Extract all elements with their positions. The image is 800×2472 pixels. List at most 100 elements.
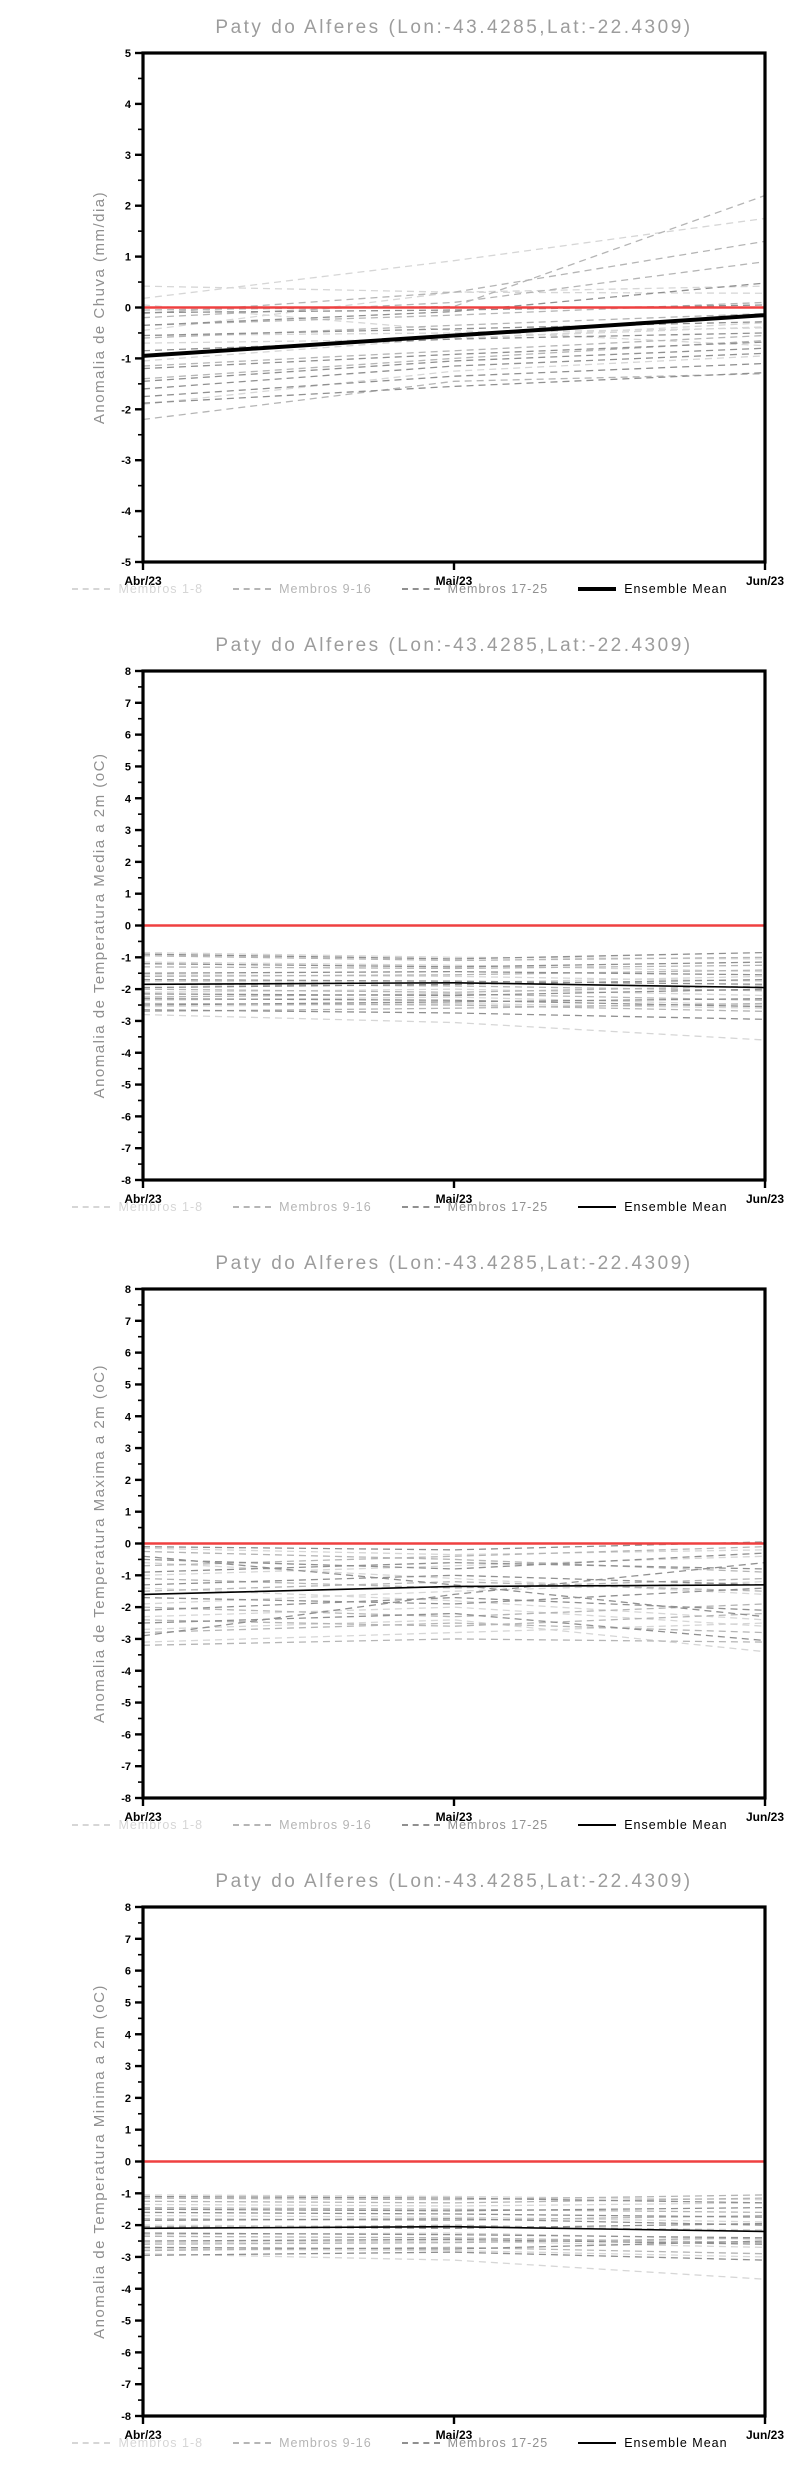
ensemble-member-line <box>142 1622 766 1643</box>
solid-line-swatch <box>578 587 617 591</box>
legend-item-members-1-8: Membros 1-8 <box>72 1200 203 1214</box>
ensemble-member-line <box>142 2195 766 2204</box>
ensemble-member-line <box>142 988 766 997</box>
y-tick-label: 2 <box>125 201 131 213</box>
ensemble-member-line <box>142 282 766 326</box>
ensemble-member-line <box>142 1603 766 1618</box>
y-tick-label: -7 <box>121 2379 131 2391</box>
ensemble-member-line <box>142 217 766 299</box>
plot-box <box>141 1905 767 2418</box>
y-tick-label: -1 <box>121 2188 131 2200</box>
x-tick-label: Abr/23 <box>124 574 162 588</box>
ensemble-member-line <box>142 334 766 367</box>
y-tick-label: 4 <box>125 99 132 111</box>
dashed-line-swatch <box>401 588 440 590</box>
y-tick-label: 6 <box>125 1966 131 1978</box>
ensemble-member-line <box>142 1612 766 1642</box>
legend-label: Membros 17-25 <box>447 2436 549 2450</box>
dashed-line-swatch <box>72 2442 111 2444</box>
ensemble-member-line <box>142 2237 766 2245</box>
panel-mean-temperature-anomaly: Paty do Alferes (Lon:-43.4285,Lat:-22.43… <box>0 618 800 1236</box>
y-tick-label: 4 <box>125 793 132 805</box>
legend-item-members-17-25: Membros 17-25 <box>401 1200 549 1214</box>
legend-item-members-9-16: Membros 9-16 <box>233 2436 372 2450</box>
y-tick-label: -8 <box>121 1175 131 1187</box>
y-tick-label: 1 <box>125 252 131 264</box>
legend-item-ensemble-mean: Ensemble Mean <box>578 1200 727 1214</box>
y-tick-label: -3 <box>121 1016 131 1028</box>
panel-max-temperature-anomaly: Paty do Alferes (Lon:-43.4285,Lat:-22.43… <box>0 1236 800 1854</box>
chart-legend: Membros 1-8 Membros 9-16 Membros 17-25 E… <box>0 1200 800 1214</box>
series-layer <box>141 51 767 564</box>
dashed-line-swatch <box>233 1206 272 1208</box>
ensemble-member-line <box>142 983 766 992</box>
dashed-line-swatch <box>401 2442 440 2444</box>
mean-temperature-anomaly-chart: Paty do Alferes (Lon:-43.4285,Lat:-22.43… <box>91 635 784 1206</box>
y-tick-label: -5 <box>121 1698 131 1710</box>
min-temperature-anomaly-chart: Paty do Alferes (Lon:-43.4285,Lat:-22.43… <box>91 1871 784 2442</box>
ensemble-member-line <box>142 1638 766 1646</box>
solid-line-swatch <box>578 1206 617 1208</box>
ensemble-member-line <box>142 355 766 405</box>
ensemble-member-line <box>142 352 766 390</box>
y-tick-label: 0 <box>125 2157 131 2169</box>
y-tick-label: 8 <box>125 1284 131 1296</box>
chart-legend: Membros 1-8 Membros 9-16 Membros 17-25 E… <box>0 1818 800 1832</box>
max-temperature-anomaly-chart: Paty do Alferes (Lon:-43.4285,Lat:-22.43… <box>91 1253 784 1824</box>
solid-line-swatch <box>578 2442 617 2444</box>
ensemble-member-line <box>142 2246 766 2255</box>
ensemble-member-line <box>142 955 766 962</box>
panel-min-temperature-anomaly: Paty do Alferes (Lon:-43.4285,Lat:-22.43… <box>0 1854 800 2472</box>
y-tick-label: 0 <box>125 303 131 315</box>
y-tick-label: -7 <box>121 1143 131 1155</box>
chart-title: Paty do Alferes (Lon:-43.4285,Lat:-22.43… <box>215 17 692 38</box>
precipitation-anomaly-chart: Paty do Alferes (Lon:-43.4285,Lat:-22.43… <box>91 17 784 588</box>
y-tick-label: 1 <box>125 889 131 901</box>
x-tick-label: Abr/23 <box>124 1810 162 1824</box>
legend-item-members-1-8: Membros 1-8 <box>72 582 203 596</box>
ensemble-member-line <box>142 2214 766 2223</box>
ensemble-member-line <box>142 285 766 332</box>
y-tick-label: -1 <box>121 353 131 365</box>
solid-line-swatch <box>578 1824 617 1826</box>
x-tick-label: Mai/23 <box>436 1192 473 1206</box>
y-tick-label: 3 <box>125 1443 131 1455</box>
legend-label: Ensemble Mean <box>624 582 728 596</box>
x-tick-label: Abr/23 <box>124 2428 162 2442</box>
ensemble-member-line <box>142 1587 766 1605</box>
y-tick-label: -4 <box>121 2284 132 2296</box>
ensemble-member-line <box>142 988 766 997</box>
y-tick-label: -6 <box>121 1111 131 1123</box>
x-tick-label: Jun/23 <box>746 574 784 588</box>
dashed-line-swatch <box>72 1824 111 1826</box>
ensemble-member-line <box>142 2222 766 2229</box>
ensemble-member-line <box>142 341 766 370</box>
y-tick-label: -8 <box>121 1793 131 1805</box>
ensemble-member-line <box>142 964 766 970</box>
ensemble-member-line <box>142 2197 766 2204</box>
ensemble-member-line <box>142 2240 766 2250</box>
ensemble-member-line <box>142 969 766 978</box>
legend-item-members-9-16: Membros 9-16 <box>233 582 372 596</box>
legend-label: Membros 17-25 <box>447 1200 549 1214</box>
ensemble-member-line <box>142 996 766 1006</box>
legend-label: Membros 1-8 <box>118 582 204 596</box>
ensemble-member-line <box>142 998 766 1008</box>
dashed-line-swatch <box>233 1824 272 1826</box>
ensemble-member-line <box>142 261 766 319</box>
chart-title: Paty do Alferes (Lon:-43.4285,Lat:-22.43… <box>215 1871 692 1892</box>
ensemble-member-line <box>142 240 766 315</box>
ensemble-mean-line <box>142 313 766 358</box>
y-tick-label: -7 <box>121 1761 131 1773</box>
ensemble-member-line <box>142 1552 766 1570</box>
y-tick-label: 3 <box>125 825 131 837</box>
ensemble-member-line <box>142 998 766 1006</box>
ensemble-member-line <box>142 2206 766 2214</box>
legend-item-ensemble-mean: Ensemble Mean <box>578 582 727 596</box>
ensemble-member-line <box>142 2232 766 2239</box>
legend-item-members-9-16: Membros 9-16 <box>233 1200 372 1214</box>
legend-label: Membros 1-8 <box>118 2436 204 2450</box>
y-tick-label: -2 <box>121 1602 131 1614</box>
ensemble-member-line <box>142 1546 766 1567</box>
